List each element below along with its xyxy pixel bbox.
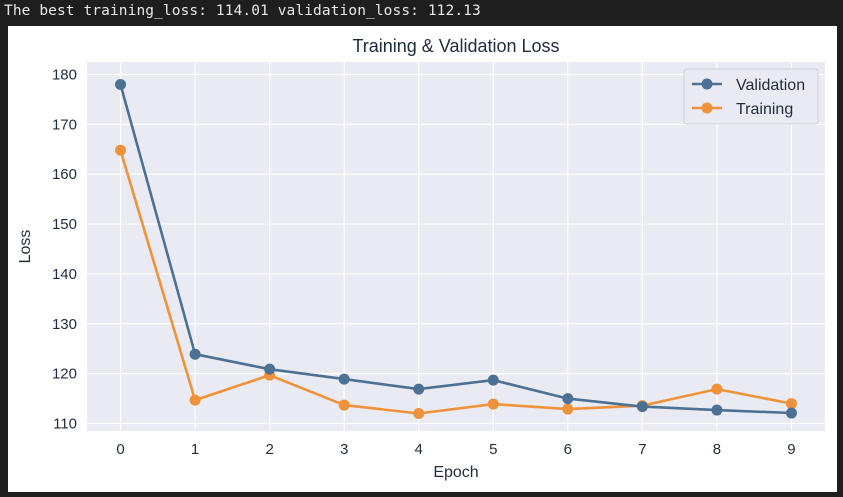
training-point [487, 398, 499, 410]
validation-point [189, 348, 201, 360]
x-tick-label: 1 [191, 441, 199, 458]
y-tick-label: 120 [52, 366, 77, 383]
training-point [711, 383, 723, 395]
training-point [189, 394, 201, 406]
y-tick-label: 160 [52, 166, 77, 183]
validation-point [115, 78, 127, 90]
chart-legend: Validation Training [683, 68, 819, 125]
validation-point [785, 407, 797, 419]
validation-point [338, 373, 350, 385]
training-point [338, 399, 350, 411]
training-point [562, 403, 574, 415]
validation-point [264, 363, 276, 375]
validation-point [487, 374, 499, 386]
legend-label: Training [736, 101, 793, 118]
series-layer [115, 78, 797, 420]
y-tick-label: 150 [52, 216, 77, 233]
legend-swatch-marker [701, 102, 713, 114]
validation-point [562, 393, 574, 405]
y-tick-label: 180 [52, 66, 77, 83]
training-line [119, 149, 792, 415]
tick-labels: 0 1 2 3 4 5 6 7 8 9 110 120 130 140 150 160 170 180 [52, 66, 796, 458]
training-point [785, 398, 797, 410]
training-point [413, 408, 425, 420]
x-tick-label: 9 [787, 441, 795, 458]
series-training [115, 144, 797, 420]
x-tick-label: 7 [638, 441, 646, 458]
validation-line [119, 84, 792, 415]
y-tick-label: 140 [52, 266, 77, 283]
training-point [115, 144, 127, 156]
console-output-line: The best training_loss: 114.01 validatio… [4, 3, 481, 19]
validation-point [413, 383, 425, 395]
series-validation [115, 78, 797, 419]
legend-swatch-marker [701, 78, 713, 90]
x-tick-label: 4 [415, 441, 423, 458]
chart-title: Training & Validation Loss [352, 36, 559, 56]
x-tick-label: 0 [116, 441, 124, 458]
x-tick-label: 6 [564, 441, 572, 458]
x-tick-label: 3 [340, 441, 348, 458]
validation-point [711, 404, 723, 416]
loss-chart: 0 1 2 3 4 5 6 7 8 9 110 120 130 140 150 160 170 180 Train… [17, 36, 825, 481]
y-axis-label: Loss [17, 230, 34, 264]
loss-chart-figure: 0 1 2 3 4 5 6 7 8 9 110 120 130 140 150 160 170 180 Train… [8, 26, 837, 492]
x-tick-label: 5 [489, 441, 497, 458]
y-tick-label: 110 [53, 416, 77, 433]
legend-item-validation: Validation [692, 77, 805, 94]
legend-item-training: Training [692, 101, 793, 118]
x-tick-label: 8 [713, 441, 721, 458]
validation-point [636, 401, 648, 413]
y-tick-label: 170 [52, 116, 77, 133]
legend-label: Validation [736, 77, 805, 94]
x-tick-label: 2 [265, 441, 273, 458]
x-axis-label: Epoch [433, 464, 478, 481]
y-tick-label: 130 [52, 316, 77, 333]
